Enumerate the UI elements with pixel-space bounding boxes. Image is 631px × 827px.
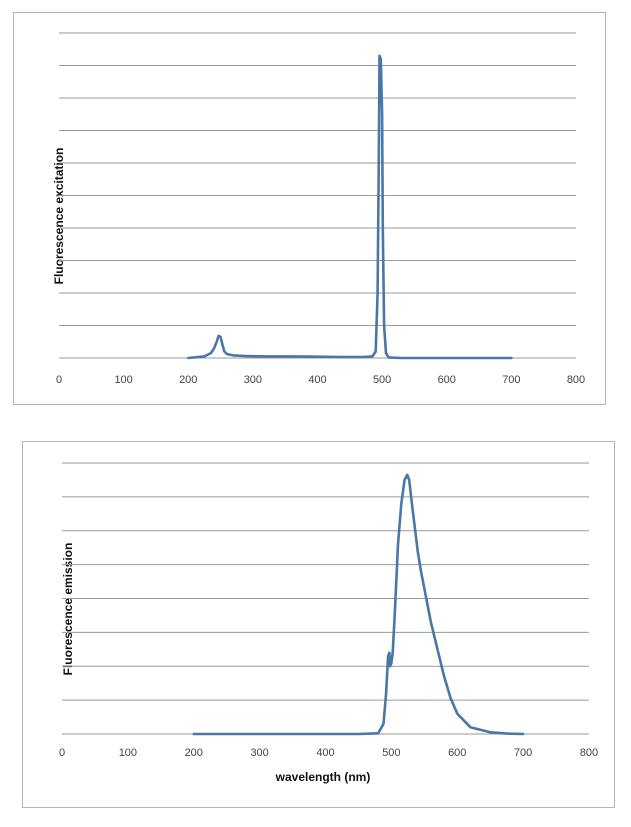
x-tick-label: 100 <box>119 747 137 759</box>
x-tick-label: 500 <box>382 747 400 759</box>
x-tick-label: 400 <box>308 374 326 386</box>
x-tick-label: 800 <box>567 374 585 386</box>
x-tick-label: 0 <box>56 374 62 386</box>
x-axis-label: wavelength (nm) <box>275 770 371 784</box>
excitation-chart-panel: Fluorescence excitation 0 100 200 300 400 500… <box>13 12 606 405</box>
emission-chart-svg: 0 100 200 300 400 500 600 700 800 <box>59 462 598 759</box>
x-tick-label: 200 <box>179 374 197 386</box>
x-tick-label: 600 <box>448 747 466 759</box>
x-tick-label: 500 <box>373 374 391 386</box>
x-tick-label: 700 <box>514 747 532 759</box>
series-line <box>192 473 525 736</box>
x-tick-label: 800 <box>580 747 598 759</box>
x-tick-label: 200 <box>185 747 203 759</box>
x-tick-label: 300 <box>244 374 262 386</box>
x-tick-label: 700 <box>502 374 520 386</box>
x-tick-label: 100 <box>114 374 132 386</box>
x-tick-label: 600 <box>438 374 456 386</box>
series-line <box>187 54 513 360</box>
x-tick-label: 0 <box>59 747 65 759</box>
x-tick-label: 300 <box>250 747 268 759</box>
excitation-chart-svg: 0 100 200 300 400 500 600 700 800 <box>56 32 585 386</box>
x-tick-label: 400 <box>316 747 334 759</box>
